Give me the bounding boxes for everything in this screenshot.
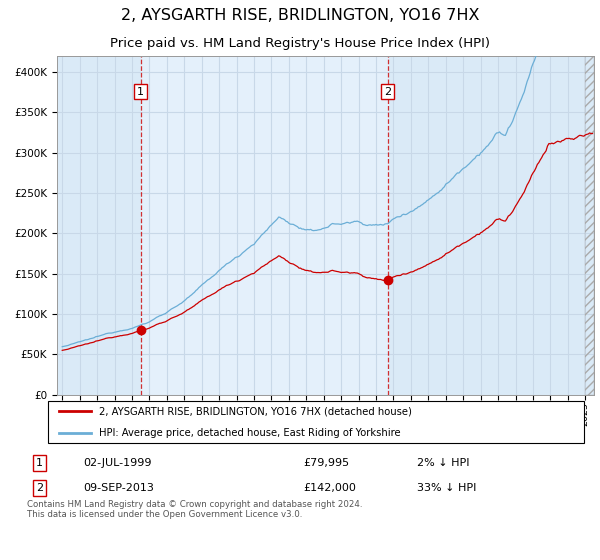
Text: 2, AYSGARTH RISE, BRIDLINGTON, YO16 7HX: 2, AYSGARTH RISE, BRIDLINGTON, YO16 7HX: [121, 8, 479, 23]
Text: £79,995: £79,995: [303, 458, 349, 468]
Text: £142,000: £142,000: [303, 483, 356, 493]
Text: 1: 1: [36, 458, 43, 468]
Text: Price paid vs. HM Land Registry's House Price Index (HPI): Price paid vs. HM Land Registry's House …: [110, 37, 490, 50]
Text: 33% ↓ HPI: 33% ↓ HPI: [417, 483, 476, 493]
Text: 2% ↓ HPI: 2% ↓ HPI: [417, 458, 470, 468]
Text: 09-SEP-2013: 09-SEP-2013: [83, 483, 154, 493]
Text: 2, AYSGARTH RISE, BRIDLINGTON, YO16 7HX (detached house): 2, AYSGARTH RISE, BRIDLINGTON, YO16 7HX …: [100, 406, 412, 416]
Text: 02-JUL-1999: 02-JUL-1999: [83, 458, 152, 468]
Text: Contains HM Land Registry data © Crown copyright and database right 2024.
This d: Contains HM Land Registry data © Crown c…: [26, 500, 362, 519]
Text: 1: 1: [137, 87, 144, 96]
Text: 2: 2: [384, 87, 391, 96]
FancyBboxPatch shape: [48, 401, 584, 444]
Text: HPI: Average price, detached house, East Riding of Yorkshire: HPI: Average price, detached house, East…: [100, 428, 401, 438]
Bar: [585, 56, 594, 395]
Bar: [140, 56, 388, 395]
Text: 2: 2: [36, 483, 43, 493]
